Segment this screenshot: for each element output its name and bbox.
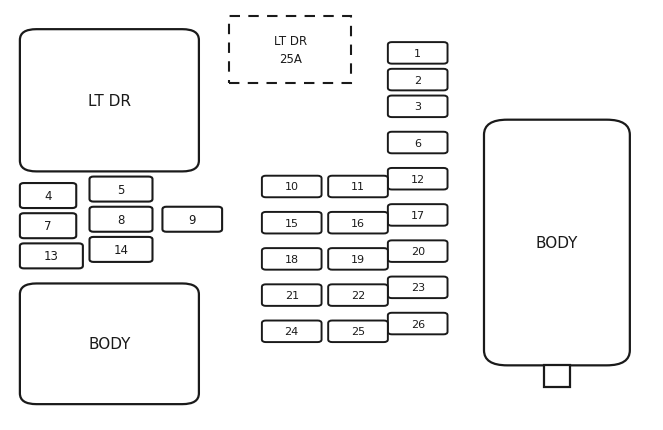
Text: 12: 12 xyxy=(410,174,425,184)
Text: LT DR
25A: LT DR 25A xyxy=(274,35,306,66)
Text: BODY: BODY xyxy=(536,236,578,250)
FancyBboxPatch shape xyxy=(328,285,388,306)
Text: 5: 5 xyxy=(117,183,125,196)
FancyBboxPatch shape xyxy=(20,30,199,172)
Text: 16: 16 xyxy=(351,218,365,228)
Text: 7: 7 xyxy=(44,220,52,233)
Text: 9: 9 xyxy=(188,213,196,226)
FancyBboxPatch shape xyxy=(388,169,448,190)
FancyBboxPatch shape xyxy=(90,207,152,232)
Text: 21: 21 xyxy=(284,290,299,301)
Text: 19: 19 xyxy=(351,254,365,264)
Text: 22: 22 xyxy=(351,290,365,301)
Text: LT DR: LT DR xyxy=(88,94,131,108)
FancyBboxPatch shape xyxy=(90,177,152,202)
Text: 17: 17 xyxy=(410,210,425,221)
FancyBboxPatch shape xyxy=(388,96,448,118)
FancyBboxPatch shape xyxy=(328,176,388,198)
FancyBboxPatch shape xyxy=(20,214,76,239)
FancyBboxPatch shape xyxy=(262,285,322,306)
Text: 23: 23 xyxy=(410,283,425,293)
Text: 11: 11 xyxy=(351,182,365,192)
FancyBboxPatch shape xyxy=(20,284,199,404)
FancyBboxPatch shape xyxy=(262,321,322,342)
FancyBboxPatch shape xyxy=(388,205,448,226)
Text: 25: 25 xyxy=(351,326,365,337)
FancyBboxPatch shape xyxy=(20,244,83,269)
Bar xyxy=(229,17,351,84)
Text: 6: 6 xyxy=(414,138,421,148)
FancyBboxPatch shape xyxy=(388,241,448,262)
Text: 8: 8 xyxy=(117,213,125,226)
Text: 18: 18 xyxy=(284,254,299,264)
FancyBboxPatch shape xyxy=(162,207,222,232)
FancyBboxPatch shape xyxy=(328,212,388,234)
Text: BODY: BODY xyxy=(88,337,131,351)
FancyBboxPatch shape xyxy=(262,176,322,198)
FancyBboxPatch shape xyxy=(388,277,448,298)
Text: 2: 2 xyxy=(414,75,421,86)
FancyBboxPatch shape xyxy=(388,313,448,335)
Text: 26: 26 xyxy=(410,319,425,329)
FancyBboxPatch shape xyxy=(328,249,388,270)
Text: 10: 10 xyxy=(284,182,299,192)
FancyBboxPatch shape xyxy=(90,237,152,262)
Text: 13: 13 xyxy=(44,250,59,263)
Text: 15: 15 xyxy=(284,218,299,228)
FancyBboxPatch shape xyxy=(388,43,448,64)
Text: 20: 20 xyxy=(410,246,425,257)
Bar xyxy=(544,366,570,387)
FancyBboxPatch shape xyxy=(20,184,76,209)
FancyBboxPatch shape xyxy=(484,120,630,366)
Text: 24: 24 xyxy=(284,326,299,337)
FancyBboxPatch shape xyxy=(388,132,448,154)
Text: 3: 3 xyxy=(414,102,421,112)
FancyBboxPatch shape xyxy=(328,321,388,342)
Text: 14: 14 xyxy=(113,243,129,256)
FancyBboxPatch shape xyxy=(262,212,322,234)
FancyBboxPatch shape xyxy=(262,249,322,270)
Text: 4: 4 xyxy=(44,190,52,203)
Text: 1: 1 xyxy=(414,49,421,59)
FancyBboxPatch shape xyxy=(388,70,448,91)
